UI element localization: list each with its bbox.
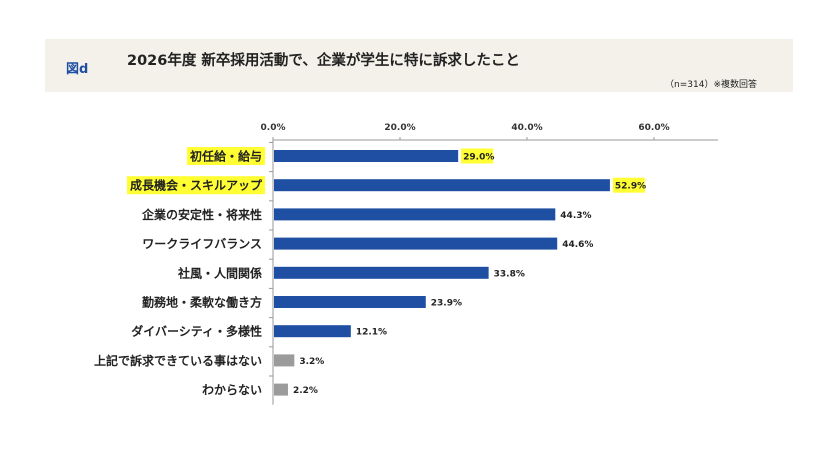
- sample-note: （n=314）※複数回答: [665, 80, 757, 90]
- bar: [274, 383, 288, 396]
- category-label: 社風・人間関係: [177, 265, 262, 280]
- category-label: ワークライフバランス: [142, 237, 262, 251]
- category-label: ダイバーシティ・多様性: [131, 324, 262, 339]
- value-highlight: [461, 148, 494, 164]
- bar: [274, 325, 351, 338]
- x-tick-label: 40.0%: [511, 123, 542, 133]
- value-highlight: [612, 177, 645, 193]
- chart-title: 2026年度 新卒採用活動で、企業が学生に特に訴求したこと: [127, 53, 520, 69]
- category-label: わからない: [202, 383, 262, 397]
- value-label: 29.0%: [463, 153, 494, 163]
- bar: [274, 296, 426, 308]
- x-tick-label: 20.0%: [384, 123, 415, 133]
- header-band: 図d 2026年度 新卒採用活動で、企業が学生に特に訴求したこと （n=314）…: [45, 39, 793, 92]
- figure-label: 図d: [66, 62, 89, 77]
- value-label: 23.9%: [431, 299, 462, 309]
- bar: [274, 150, 459, 162]
- value-label: 52.9%: [615, 182, 646, 192]
- category-label: 企業の安定性・将来性: [141, 207, 262, 222]
- category-label: 成長機会・スキルアップ: [130, 178, 263, 193]
- value-label: 44.3%: [560, 211, 591, 221]
- bar: [274, 266, 489, 279]
- category-label: 上記で訴求できている事はない: [94, 353, 262, 368]
- bar: [274, 208, 556, 221]
- value-label: 44.6%: [562, 240, 593, 250]
- category-highlight: [127, 176, 265, 195]
- bar: [274, 354, 295, 367]
- value-label: 3.2%: [299, 357, 324, 367]
- x-tick-label: 60.0%: [638, 123, 669, 133]
- value-label: 33.8%: [494, 269, 525, 279]
- category-label: 勤務地・柔軟な働き方: [142, 295, 262, 310]
- bar: [274, 237, 558, 250]
- category-label: 初任給・給与: [190, 149, 262, 164]
- value-label: 2.2%: [293, 386, 318, 396]
- x-tick-label: 0.0%: [261, 123, 286, 133]
- category-highlight: [187, 147, 265, 165]
- bar: [274, 179, 610, 192]
- value-label: 12.1%: [356, 328, 387, 338]
